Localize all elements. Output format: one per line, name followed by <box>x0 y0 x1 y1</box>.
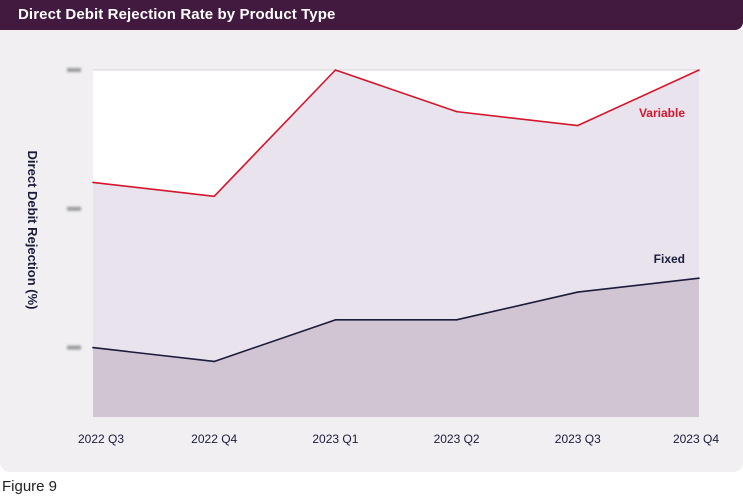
point-variable-0 <box>92 181 94 184</box>
y-axis-label: Direct Debit Rejection (%) <box>25 151 40 310</box>
point-variable-5 <box>698 69 700 71</box>
chart-header: Direct Debit Rejection Rate by Product T… <box>0 0 743 30</box>
point-fixed-3 <box>455 319 458 321</box>
series-label-fixed: Fixed <box>654 252 685 266</box>
point-fixed-1 <box>213 360 215 363</box>
y-tick-label-1 <box>67 206 81 211</box>
x-tick-label-3: 2023 Q2 <box>434 432 480 446</box>
x-tick-label-5: 2023 Q4 <box>673 432 719 446</box>
x-tick-label-4: 2023 Q3 <box>555 432 601 446</box>
point-variable-4 <box>577 124 579 127</box>
point-fixed-2 <box>334 319 337 321</box>
area-fixed <box>93 278 699 417</box>
point-variable-1 <box>213 195 215 198</box>
x-tick-label-0: 2022 Q3 <box>78 432 124 446</box>
figure-caption: Figure 9 <box>2 478 58 495</box>
line-variable <box>92 69 700 198</box>
chart-title: Direct Debit Rejection Rate by Product T… <box>18 6 336 23</box>
point-fixed-5 <box>698 277 700 280</box>
x-tick-label-2: 2023 Q1 <box>312 432 358 446</box>
line-fixed <box>92 277 700 363</box>
point-fixed-0 <box>92 346 94 349</box>
series-label-variable: Variable <box>639 106 685 120</box>
y-tick-label-2 <box>67 68 81 72</box>
point-fixed-4 <box>577 291 579 293</box>
point-variable-2 <box>334 69 337 71</box>
point-variable-3 <box>455 110 458 113</box>
x-tick-label-1: 2022 Q4 <box>191 432 237 446</box>
y-tick-label-0 <box>67 345 81 350</box>
